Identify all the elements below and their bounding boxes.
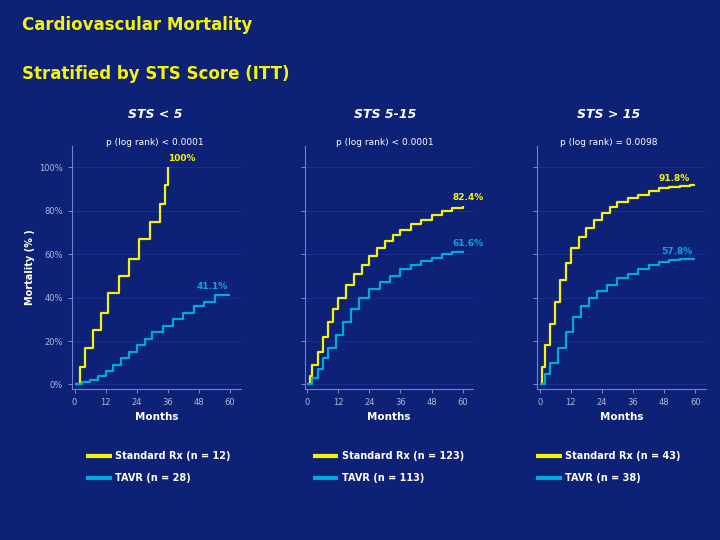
Text: TAVR (n = 28): TAVR (n = 28) bbox=[115, 473, 191, 483]
Text: STS < 5: STS < 5 bbox=[127, 109, 182, 122]
Text: 61.6%: 61.6% bbox=[452, 239, 483, 248]
Text: STS > 15: STS > 15 bbox=[577, 109, 640, 122]
Text: STS 5-15: STS 5-15 bbox=[354, 109, 416, 122]
X-axis label: Months: Months bbox=[367, 413, 410, 422]
Text: Standard Rx (n = 43): Standard Rx (n = 43) bbox=[565, 451, 680, 461]
Text: Standard Rx (n = 12): Standard Rx (n = 12) bbox=[115, 451, 230, 461]
Text: 41.1%: 41.1% bbox=[197, 282, 228, 291]
Text: Standard Rx (n = 123): Standard Rx (n = 123) bbox=[342, 451, 464, 461]
Text: 57.8%: 57.8% bbox=[662, 247, 693, 256]
Text: 91.8%: 91.8% bbox=[659, 174, 690, 183]
Text: p (log rank) = 0.0098: p (log rank) = 0.0098 bbox=[559, 138, 657, 147]
Text: TAVR (n = 113): TAVR (n = 113) bbox=[342, 473, 424, 483]
X-axis label: Months: Months bbox=[600, 413, 643, 422]
Text: 82.4%: 82.4% bbox=[452, 193, 484, 202]
X-axis label: Months: Months bbox=[135, 413, 178, 422]
Text: TAVR (n = 38): TAVR (n = 38) bbox=[565, 473, 641, 483]
Text: p (log rank) < 0.0001: p (log rank) < 0.0001 bbox=[106, 138, 204, 147]
Text: p (log rank) < 0.0001: p (log rank) < 0.0001 bbox=[336, 138, 434, 147]
Text: Cardiovascular Mortality: Cardiovascular Mortality bbox=[22, 16, 252, 34]
Text: Stratified by STS Score (ITT): Stratified by STS Score (ITT) bbox=[22, 65, 289, 83]
Y-axis label: Mortality (% ): Mortality (% ) bbox=[25, 230, 35, 305]
Text: 100%: 100% bbox=[168, 154, 195, 163]
